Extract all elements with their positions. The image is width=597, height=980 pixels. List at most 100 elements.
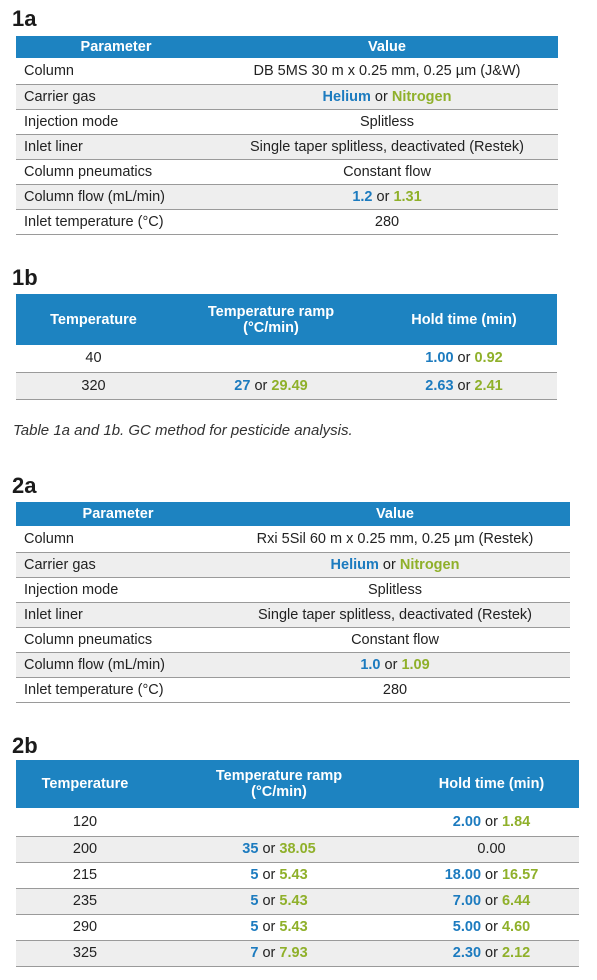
table-2b: Temperature Temperature ramp (°C/min) Hol…	[16, 760, 579, 967]
ramp-cell	[154, 808, 404, 837]
or-text: or	[262, 867, 276, 883]
hold-cell: 5.00 or 4.60	[404, 914, 579, 941]
header-hold: Hold time (min)	[371, 294, 557, 345]
ramp-cell	[171, 345, 371, 373]
blue-value: 18.00	[444, 867, 482, 883]
or-text: or	[262, 893, 276, 909]
blue-value: 1.0	[360, 656, 381, 673]
header-parameter: Parameter	[16, 36, 216, 58]
or-text: or	[376, 188, 390, 205]
blue-value: 1.00	[425, 350, 454, 367]
table-row: Inlet temperature (°C) 280	[16, 209, 558, 235]
value-cell: DB 5MS 30 m x 0.25 mm, 0.25 µm (J&W)	[216, 58, 558, 85]
table-1b: Temperature Temperature ramp (°C/min) Hol…	[16, 294, 557, 400]
param-cell: Column pneumatics	[16, 627, 220, 653]
or-text: or	[485, 919, 498, 935]
green-value: 0.92	[474, 350, 503, 367]
or-text: or	[262, 945, 276, 961]
param-cell: Carrier gas	[16, 84, 216, 110]
green-value: 1.84	[501, 813, 531, 830]
or-text: or	[485, 945, 498, 961]
header-ramp: Temperature ramp (°C/min)	[154, 760, 404, 808]
ramp-cell: 7 or 7.93	[154, 940, 404, 967]
table-row: Column pneumatics Constant flow	[16, 159, 558, 185]
ramp-cell: 5 or 5.43	[154, 862, 404, 889]
green-value: 2.12	[501, 945, 531, 961]
param-cell: Inlet liner	[16, 602, 220, 628]
table-row: Column pneumatics Constant flow	[16, 627, 570, 653]
header-temperature: Temperature	[16, 294, 171, 345]
or-text: or	[485, 867, 498, 883]
table-row: Inlet temperature (°C) 280	[16, 677, 570, 703]
temp-cell: 200	[16, 836, 154, 863]
section-label-1a: 1a	[12, 6, 37, 31]
table-row: Inlet liner Single taper splitless, deac…	[16, 602, 570, 628]
green-value: Nitrogen	[399, 556, 460, 573]
blue-value: Helium	[330, 556, 379, 573]
blue-value: 7.00	[452, 893, 482, 909]
table-row: Injection mode Splitless	[16, 109, 558, 135]
ramp-cell: 27 or 29.49	[171, 372, 371, 400]
ramp-cell: 5 or 5.43	[154, 914, 404, 941]
header-value: Value	[220, 502, 570, 526]
table-row: 40 1.00 or 0.92	[16, 345, 557, 373]
hold-cell: 18.00 or 16.57	[404, 862, 579, 889]
value-cell: 280	[220, 677, 570, 703]
green-value: 4.60	[501, 919, 531, 935]
value-cell: 280	[216, 209, 558, 235]
header-temperature: Temperature	[16, 760, 154, 808]
table-2a: Parameter Value Column Rxi 5Sil 60 m x 0…	[16, 502, 570, 703]
table-row: Carrier gas Helium or Nitrogen	[16, 552, 570, 578]
green-value: 5.43	[279, 919, 308, 935]
section-label-2a: 2a	[12, 473, 37, 498]
param-cell: Column flow (mL/min)	[16, 652, 220, 678]
blue-value: 5	[250, 893, 259, 909]
table-row: Inlet liner Single taper splitless, deac…	[16, 134, 558, 160]
param-cell: Column	[16, 526, 220, 553]
header-value: Value	[216, 36, 558, 58]
green-value: 16.57	[501, 867, 539, 883]
param-cell: Column flow (mL/min)	[16, 184, 216, 210]
green-value: 29.49	[271, 377, 308, 394]
or-text: or	[384, 656, 398, 673]
hold-cell: 1.00 or 0.92	[371, 345, 557, 373]
param-cell: Carrier gas	[16, 552, 220, 578]
table-row: 235 5 or 5.43 7.00 or 6.44	[16, 888, 579, 915]
ramp-cell: 35 or 38.05	[154, 836, 404, 863]
value-cell: Splitless	[216, 109, 558, 135]
blue-value: 27	[234, 377, 251, 394]
table-row: 200 35 or 38.05 0.00	[16, 836, 579, 863]
hold-cell: 7.00 or 6.44	[404, 888, 579, 915]
or-text: or	[457, 350, 471, 367]
or-text: or	[457, 377, 471, 394]
hold-cell: 0.00	[404, 836, 579, 863]
or-text: or	[485, 893, 498, 909]
hold-cell: 2.30 or 2.12	[404, 940, 579, 967]
temp-cell: 120	[16, 808, 154, 837]
value-cell: Single taper splitless, deactivated (Res…	[216, 134, 558, 160]
caption: Table 1a and 1b. GC method for pesticide…	[13, 422, 353, 439]
or-text: or	[262, 841, 276, 857]
table-row: Column flow (mL/min) 1.0 or 1.09	[16, 652, 570, 678]
green-value: 1.31	[393, 188, 422, 205]
header-hold: Hold time (min)	[404, 760, 579, 808]
or-text: or	[485, 813, 498, 830]
or-text: or	[254, 377, 268, 394]
value-cell: Helium or Nitrogen	[220, 552, 570, 578]
table-row: Carrier gas Helium or Nitrogen	[16, 84, 558, 110]
table-row: 325 7 or 7.93 2.30 or 2.12	[16, 940, 579, 967]
table-row: 320 27 or 29.49 2.63 or 2.41	[16, 372, 557, 400]
temp-cell: 325	[16, 940, 154, 967]
blue-value: 7	[250, 945, 259, 961]
table-row: Column Rxi 5Sil 60 m x 0.25 mm, 0.25 µm …	[16, 526, 570, 553]
section-label-1b: 1b	[12, 265, 38, 290]
temp-cell: 235	[16, 888, 154, 915]
green-value: 1.09	[401, 656, 430, 673]
value-cell: 1.0 or 1.09	[220, 652, 570, 678]
table-row: 290 5 or 5.43 5.00 or 4.60	[16, 914, 579, 941]
value-cell: Helium or Nitrogen	[216, 84, 558, 110]
temp-cell: 320	[16, 372, 171, 400]
table-row: Column DB 5MS 30 m x 0.25 mm, 0.25 µm (J…	[16, 58, 558, 85]
temp-cell: 290	[16, 914, 154, 941]
green-value: 2.41	[474, 377, 503, 394]
